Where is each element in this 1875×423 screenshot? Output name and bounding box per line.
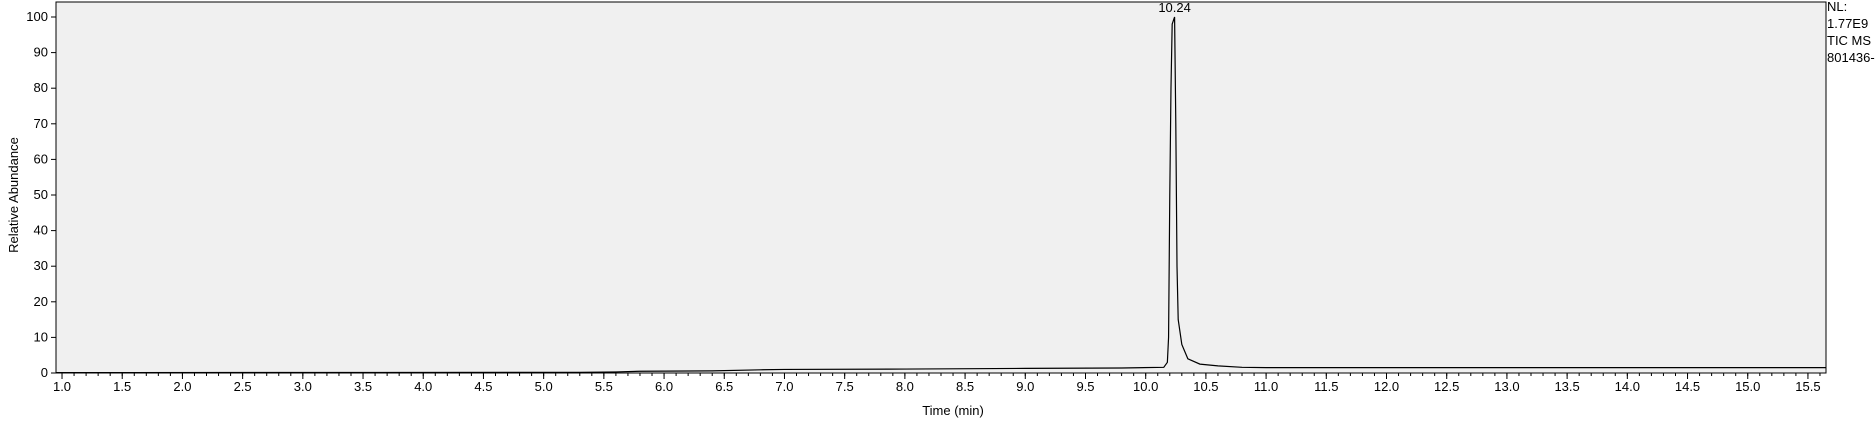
x-tick-label: 10.0 <box>1133 379 1158 394</box>
side-info-line: NL: <box>1827 0 1847 14</box>
x-tick-label: 15.5 <box>1795 379 1820 394</box>
x-tick-label: 13.5 <box>1554 379 1579 394</box>
x-tick-label: 13.0 <box>1494 379 1519 394</box>
x-tick-label: 14.5 <box>1675 379 1700 394</box>
x-tick-label: 5.0 <box>535 379 553 394</box>
x-tick-label: 8.5 <box>956 379 974 394</box>
x-tick-label: 8.0 <box>896 379 914 394</box>
chromatogram-trace <box>55 16 1826 374</box>
x-tick-label: 14.0 <box>1615 379 1640 394</box>
y-tick-label: 90 <box>34 45 48 60</box>
y-tick-label: 60 <box>34 151 48 166</box>
y-tick-label: 30 <box>34 258 48 273</box>
y-tick-label: 20 <box>34 294 48 309</box>
x-tick-label: 11.5 <box>1314 379 1338 394</box>
y-axis-title: Relative Abundance <box>6 137 21 253</box>
x-tick-label: 10.5 <box>1193 379 1218 394</box>
plot-area <box>55 1 1827 374</box>
x-tick-label: 11.0 <box>1254 379 1278 394</box>
x-tick-label: 4.5 <box>474 379 492 394</box>
y-tick-label: 50 <box>34 187 48 202</box>
x-tick-label: 6.0 <box>655 379 673 394</box>
x-tick-label: 15.0 <box>1735 379 1760 394</box>
x-tick-label: 1.0 <box>53 379 71 394</box>
x-tick-label: 9.5 <box>1076 379 1094 394</box>
side-info-line: 1.77E9 <box>1827 16 1868 31</box>
x-tick-label: 6.5 <box>715 379 733 394</box>
x-tick-label: 3.5 <box>354 379 372 394</box>
x-tick-label: 2.0 <box>173 379 191 394</box>
x-tick-label: 12.0 <box>1374 379 1399 394</box>
y-tick-label: 10 <box>34 329 48 344</box>
x-tick-label: 9.0 <box>1016 379 1034 394</box>
y-tick-label: 80 <box>34 80 48 95</box>
y-tick-label: 100 <box>26 9 48 24</box>
x-tick-label: 7.0 <box>775 379 793 394</box>
y-tick-label: 0 <box>41 365 48 380</box>
peak-label: 10.24 <box>1158 0 1191 15</box>
y-tick-label: 40 <box>34 223 48 238</box>
x-axis-title: Time (min) <box>922 403 984 418</box>
x-tick-label: 2.5 <box>234 379 252 394</box>
side-info-line: 801436- <box>1827 50 1875 65</box>
x-tick-label: 12.5 <box>1434 379 1459 394</box>
x-tick-label: 4.0 <box>414 379 432 394</box>
x-tick-label: 7.5 <box>836 379 854 394</box>
x-tick-label: 5.5 <box>595 379 613 394</box>
side-info-line: TIC MS <box>1827 33 1871 48</box>
y-tick-label: 70 <box>34 116 48 131</box>
x-tick-label: 1.5 <box>113 379 131 394</box>
x-tick-label: 3.0 <box>294 379 312 394</box>
